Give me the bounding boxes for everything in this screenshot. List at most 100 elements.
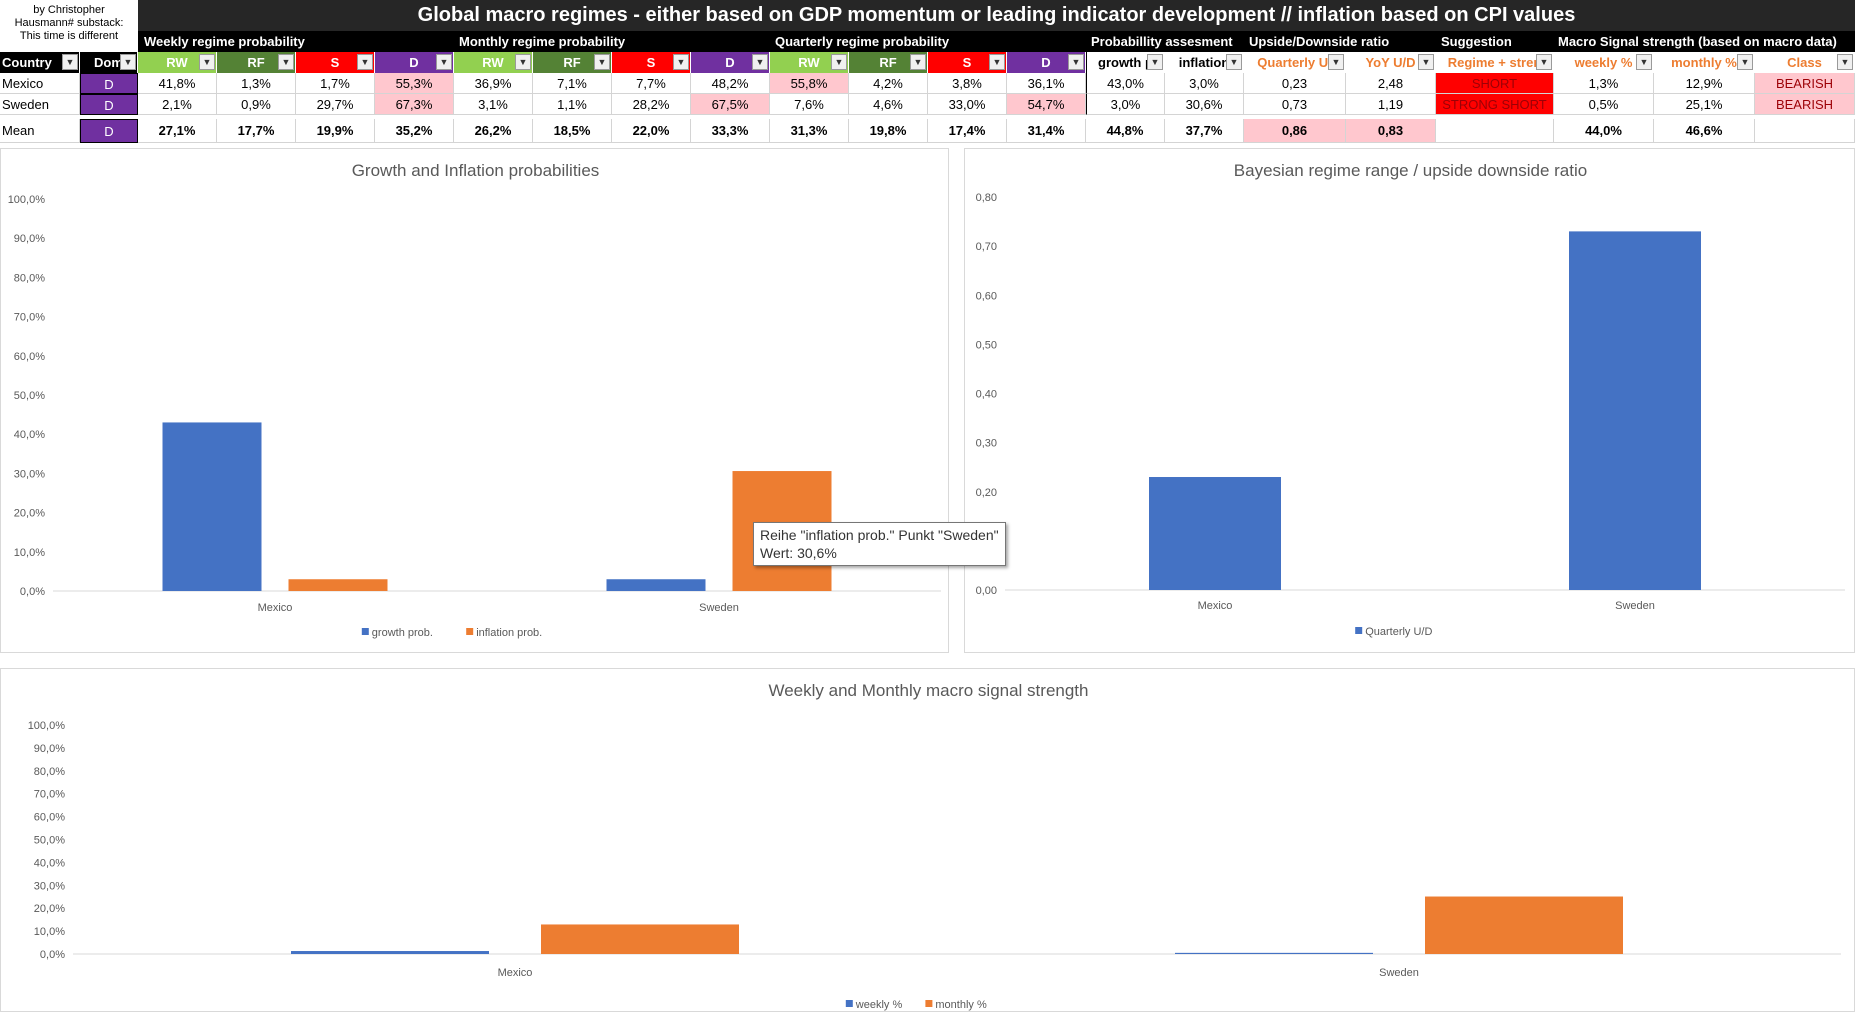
header-inflation[interactable]: inflation ▼	[1165, 52, 1244, 73]
header-class[interactable]: Class ▼	[1755, 52, 1855, 73]
cell-dom[interactable]: D	[80, 73, 138, 94]
cell[interactable]: 3,1%	[454, 94, 533, 115]
header-weekly-rf[interactable]: RF ▼	[217, 52, 296, 73]
cell[interactable]: 17,7%	[217, 119, 296, 143]
cell[interactable]: 0,9%	[217, 94, 296, 115]
filter-dropdown-icon[interactable]: ▼	[1068, 54, 1084, 70]
chart-growth-inflation[interactable]: Growth and Inflation probabilities 0,0% 10…	[0, 148, 949, 653]
cell[interactable]: 7,1%	[533, 73, 612, 94]
header-monthly-s[interactable]: S ▼	[612, 52, 691, 73]
cell-country[interactable]: Mean	[0, 119, 80, 143]
filter-dropdown-icon[interactable]: ▼	[199, 54, 215, 70]
filter-dropdown-icon[interactable]: ▼	[1328, 54, 1344, 70]
cell[interactable]: 28,2%	[612, 94, 691, 115]
cell-suggestion[interactable]: STRONG SHORT	[1436, 94, 1554, 115]
cell[interactable]: 31,4%	[1007, 119, 1086, 143]
cell[interactable]: 17,4%	[928, 119, 1007, 143]
filter-dropdown-icon[interactable]: ▼	[673, 54, 689, 70]
header-monthly-d[interactable]: D ▼	[691, 52, 770, 73]
header-regime[interactable]: Regime + stren ▼	[1436, 52, 1554, 73]
chart-updown-ratio[interactable]: Bayesian regime range / upside downside …	[964, 148, 1855, 653]
filter-dropdown-icon[interactable]: ▼	[1418, 54, 1434, 70]
cell[interactable]: 1,1%	[533, 94, 612, 115]
header-quarterly-rf[interactable]: RF ▼	[849, 52, 928, 73]
cell[interactable]: 1,19	[1346, 94, 1436, 115]
filter-dropdown-icon[interactable]: ▼	[357, 54, 373, 70]
filter-dropdown-icon[interactable]: ▼	[436, 54, 452, 70]
cell[interactable]: 3,0%	[1165, 73, 1244, 94]
filter-dropdown-icon[interactable]: ▼	[1226, 54, 1242, 70]
cell[interactable]: 19,8%	[849, 119, 928, 143]
cell[interactable]: 67,5%	[691, 94, 770, 115]
header-quarterly-ud[interactable]: Quarterly U/▼	[1244, 52, 1346, 73]
cell[interactable]: 67,3%	[375, 94, 454, 115]
cell[interactable]: 35,2%	[375, 119, 454, 143]
header-country[interactable]: Country ▼	[0, 52, 80, 73]
header-monthly-rw[interactable]: RW ▼	[454, 52, 533, 73]
cell[interactable]: 30,6%	[1165, 94, 1244, 115]
cell[interactable]: 31,3%	[770, 119, 849, 143]
cell[interactable]: 18,5%	[533, 119, 612, 143]
filter-dropdown-icon[interactable]: ▼	[515, 54, 531, 70]
header-weekly-rw[interactable]: RW ▼	[138, 52, 217, 73]
cell[interactable]: 4,6%	[849, 94, 928, 115]
cell[interactable]: 1,7%	[296, 73, 375, 94]
filter-dropdown-icon[interactable]: ▼	[1636, 54, 1652, 70]
header-weekly-s[interactable]: S ▼	[296, 52, 375, 73]
cell-country[interactable]: Sweden	[0, 94, 80, 115]
filter-dropdown-icon[interactable]: ▼	[1536, 54, 1552, 70]
cell[interactable]: 7,6%	[770, 94, 849, 115]
cell[interactable]	[1755, 119, 1855, 143]
cell[interactable]: 19,9%	[296, 119, 375, 143]
cell[interactable]: 44,8%	[1086, 119, 1165, 143]
header-quarterly-d[interactable]: D ▼	[1007, 52, 1086, 73]
filter-dropdown-icon[interactable]: ▼	[910, 54, 926, 70]
cell-class[interactable]: BEARISH	[1755, 73, 1855, 94]
cell[interactable]: 22,0%	[612, 119, 691, 143]
header-dom[interactable]: Dom ▼	[80, 52, 138, 73]
filter-dropdown-icon[interactable]: ▼	[278, 54, 294, 70]
header-yoy-ud[interactable]: YoY U/D ▼	[1346, 52, 1436, 73]
cell[interactable]	[1436, 119, 1554, 143]
cell[interactable]: 3,0%	[1086, 94, 1165, 115]
cell[interactable]: 36,1%	[1007, 73, 1086, 94]
cell[interactable]: 3,8%	[928, 73, 1007, 94]
cell-dom[interactable]: D	[80, 119, 138, 143]
filter-dropdown-icon[interactable]: ▼	[594, 54, 610, 70]
filter-active-icon[interactable]: ▼	[62, 54, 78, 70]
cell[interactable]: 0,5%	[1554, 94, 1654, 115]
cell[interactable]: 0,23	[1244, 73, 1346, 94]
cell[interactable]: 55,3%	[375, 73, 454, 94]
cell[interactable]: 29,7%	[296, 94, 375, 115]
cell[interactable]: 1,3%	[217, 73, 296, 94]
filter-dropdown-icon[interactable]: ▼	[831, 54, 847, 70]
cell[interactable]: 2,1%	[138, 94, 217, 115]
cell[interactable]: 43,0%	[1086, 73, 1165, 94]
header-quarterly-rw[interactable]: RW ▼	[770, 52, 849, 73]
cell[interactable]: 37,7%	[1165, 119, 1244, 143]
cell[interactable]: 55,8%	[770, 73, 849, 94]
cell[interactable]: 0,73	[1244, 94, 1346, 115]
cell[interactable]: 25,1%	[1654, 94, 1755, 115]
cell[interactable]: 0,83	[1346, 119, 1436, 143]
cell-suggestion[interactable]: SHORT	[1436, 73, 1554, 94]
cell[interactable]: 4,2%	[849, 73, 928, 94]
cell[interactable]: 26,2%	[454, 119, 533, 143]
cell[interactable]: 7,7%	[612, 73, 691, 94]
cell[interactable]: 54,7%	[1007, 94, 1086, 115]
filter-dropdown-icon[interactable]: ▼	[1147, 54, 1163, 70]
cell[interactable]: 33,0%	[928, 94, 1007, 115]
cell[interactable]: 12,9%	[1654, 73, 1755, 94]
filter-dropdown-icon[interactable]: ▼	[120, 54, 136, 70]
header-quarterly-s[interactable]: S ▼	[928, 52, 1007, 73]
cell[interactable]: 46,6%	[1654, 119, 1755, 143]
cell[interactable]: 0,86	[1244, 119, 1346, 143]
cell[interactable]: 1,3%	[1554, 73, 1654, 94]
header-growth[interactable]: growth p ▼	[1086, 52, 1165, 73]
cell[interactable]: 2,48	[1346, 73, 1436, 94]
filter-dropdown-icon[interactable]: ▼	[1737, 54, 1753, 70]
filter-dropdown-icon[interactable]: ▼	[1837, 54, 1853, 70]
cell[interactable]: 44,0%	[1554, 119, 1654, 143]
cell[interactable]: 41,8%	[138, 73, 217, 94]
cell[interactable]: 48,2%	[691, 73, 770, 94]
